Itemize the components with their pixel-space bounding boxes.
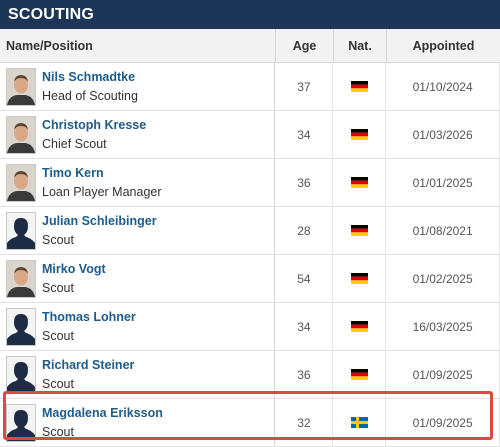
staff-photo[interactable] bbox=[6, 307, 36, 346]
staff-position: Head of Scouting bbox=[42, 88, 138, 103]
staff-position: Scout bbox=[42, 232, 74, 247]
column-header-nationality[interactable]: Nat. bbox=[334, 29, 387, 62]
appointed-cell: 01/10/2024 bbox=[386, 63, 500, 110]
staff-name-link[interactable]: Magdalena Eriksson bbox=[42, 406, 163, 421]
section-header: SCOUTING bbox=[0, 0, 500, 29]
germany-flag bbox=[350, 129, 368, 140]
name-position-cell: Julian Schleibinger Scout bbox=[0, 207, 276, 254]
age-cell: 54 bbox=[275, 255, 334, 302]
nationality-cell bbox=[333, 159, 387, 206]
staff-name-link[interactable]: Christoph Kresse bbox=[42, 118, 147, 133]
appointed-cell: 01/03/2026 bbox=[386, 111, 500, 158]
staff-position: Loan Player Manager bbox=[42, 184, 162, 199]
name-position-cell: Mirko Vogt Scout bbox=[0, 255, 276, 302]
germany-flag bbox=[350, 273, 368, 284]
staff-name-link[interactable]: Julian Schleibinger bbox=[42, 214, 157, 229]
staff-photo[interactable] bbox=[6, 163, 36, 202]
table-row: Timo Kern Loan Player Manager 36 01/01/2… bbox=[0, 159, 500, 207]
table-row: Mirko Vogt Scout 54 01/02/2025 bbox=[0, 255, 500, 303]
name-position-cell: Richard Steiner Scout bbox=[0, 351, 276, 398]
appointed-cell: 01/02/2025 bbox=[386, 255, 500, 302]
staff-photo[interactable] bbox=[6, 211, 36, 250]
section-title: SCOUTING bbox=[8, 5, 95, 23]
staff-photo[interactable] bbox=[6, 403, 36, 442]
appointed-cell: 16/03/2025 bbox=[386, 303, 500, 350]
table-row: Richard Steiner Scout 36 01/09/2025 bbox=[0, 351, 500, 399]
staff-photo[interactable] bbox=[6, 259, 36, 298]
name-position-cell: Magdalena Eriksson Scout bbox=[0, 399, 276, 446]
age-cell: 34 bbox=[275, 303, 334, 350]
staff-name-link[interactable]: Thomas Lohner bbox=[42, 310, 136, 325]
sweden-flag bbox=[350, 417, 368, 428]
name-position-cell: Timo Kern Loan Player Manager bbox=[0, 159, 276, 206]
age-cell: 36 bbox=[275, 351, 334, 398]
age-cell: 34 bbox=[275, 111, 334, 158]
appointed-cell: 01/09/2025 bbox=[386, 399, 500, 446]
germany-flag bbox=[350, 369, 368, 380]
age-cell: 32 bbox=[275, 399, 334, 446]
table-body: Nils Schmadtke Head of Scouting 37 01/10… bbox=[0, 63, 500, 447]
staff-name-link[interactable]: Timo Kern bbox=[42, 166, 104, 181]
age-cell: 28 bbox=[275, 207, 334, 254]
germany-flag bbox=[350, 321, 368, 332]
staff-photo[interactable] bbox=[6, 355, 36, 394]
staff-position: Scout bbox=[42, 376, 74, 391]
nationality-cell bbox=[333, 399, 387, 446]
staff-name-link[interactable]: Nils Schmadtke bbox=[42, 70, 136, 85]
column-header-name-position[interactable]: Name/Position bbox=[0, 29, 276, 62]
table-row: Nils Schmadtke Head of Scouting 37 01/10… bbox=[0, 63, 500, 111]
germany-flag bbox=[350, 81, 368, 92]
nationality-cell bbox=[333, 303, 387, 350]
appointed-cell: 01/09/2025 bbox=[386, 351, 500, 398]
staff-position: Scout bbox=[42, 328, 74, 343]
staff-name-link[interactable]: Richard Steiner bbox=[42, 358, 135, 373]
column-header-appointed[interactable]: Appointed bbox=[412, 38, 475, 53]
table-row: Julian Schleibinger Scout 28 01/08/2021 bbox=[0, 207, 500, 255]
staff-position: Scout bbox=[42, 424, 74, 439]
staff-photo[interactable] bbox=[6, 67, 36, 106]
nationality-cell bbox=[333, 351, 387, 398]
name-position-cell: Christoph Kresse Chief Scout bbox=[0, 111, 276, 158]
table-row: Christoph Kresse Chief Scout 34 01/03/20… bbox=[0, 111, 500, 159]
germany-flag bbox=[350, 177, 368, 188]
nationality-cell bbox=[333, 111, 387, 158]
nationality-cell bbox=[333, 255, 387, 302]
column-header-age[interactable]: Age bbox=[276, 29, 334, 62]
name-position-cell: Nils Schmadtke Head of Scouting bbox=[0, 63, 276, 110]
nationality-cell bbox=[333, 63, 387, 110]
table-row: Thomas Lohner Scout 34 16/03/2025 bbox=[0, 303, 500, 351]
staff-table: Name/Position Age Nat. Appointed Nils Sc… bbox=[0, 29, 500, 447]
staff-position: Chief Scout bbox=[42, 136, 107, 151]
age-cell: 36 bbox=[275, 159, 334, 206]
appointed-cell: 01/08/2021 bbox=[386, 207, 500, 254]
appointed-cell: 01/01/2025 bbox=[386, 159, 500, 206]
staff-photo[interactable] bbox=[6, 115, 36, 154]
staff-name-link[interactable]: Mirko Vogt bbox=[42, 262, 106, 277]
table-header: Name/Position Age Nat. Appointed bbox=[0, 29, 500, 63]
germany-flag bbox=[350, 225, 368, 236]
nationality-cell bbox=[333, 207, 387, 254]
name-position-cell: Thomas Lohner Scout bbox=[0, 303, 276, 350]
staff-position: Scout bbox=[42, 280, 74, 295]
age-cell: 37 bbox=[275, 63, 334, 110]
